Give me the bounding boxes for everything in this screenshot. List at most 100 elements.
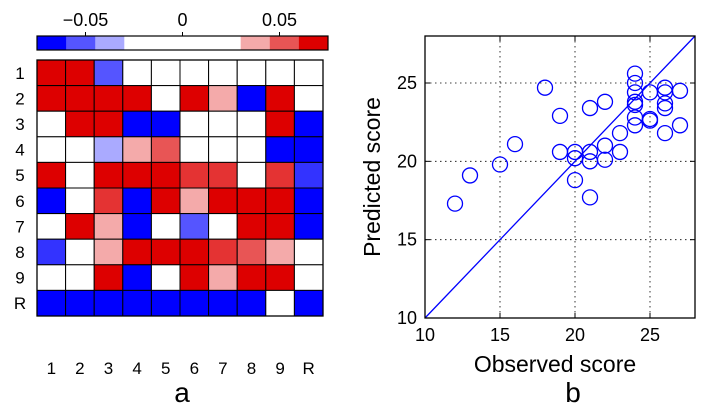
- heatmap-cell: [122, 213, 152, 240]
- heatmap-cell: [122, 85, 152, 112]
- heatmap-cell: [236, 59, 267, 87]
- heatmap-cell: [179, 136, 210, 163]
- heatmap-cell: [122, 161, 152, 189]
- heatmap-cell: [179, 289, 210, 317]
- colorbar-segment: [95, 36, 125, 50]
- heatmap-cell: [122, 136, 152, 163]
- heatmap-cell: [36, 110, 67, 138]
- scatter-point: [656, 124, 674, 142]
- heatmap-cell: [208, 213, 238, 240]
- heatmap-cell: [93, 264, 124, 291]
- scatter-point: [581, 99, 599, 117]
- heatmap-cell: [93, 238, 124, 266]
- heatmap-cell: [36, 289, 67, 317]
- heatmap-cell: [236, 85, 267, 112]
- heatmap-col-label: 4: [132, 359, 141, 378]
- heatmap-cell: [236, 110, 267, 138]
- scatter-point: [611, 143, 629, 161]
- heatmap-cell: [150, 136, 181, 163]
- heatmap-cell: [179, 59, 210, 87]
- heatmap-cell: [36, 161, 67, 189]
- heatmap-cell: [293, 289, 324, 317]
- heatmap-cell: [265, 213, 295, 240]
- x-axis-label: Observed score: [474, 351, 636, 377]
- heatmap-cell: [93, 110, 124, 138]
- heatmap-cell: [36, 59, 67, 87]
- heatmap-cell: [236, 264, 267, 291]
- heatmap-cell: [236, 161, 267, 189]
- heatmap-cell: [265, 85, 295, 112]
- heatmap-cell: [122, 289, 152, 317]
- x-tick-label: 10: [415, 325, 435, 345]
- y-tick-label: 10: [397, 308, 417, 328]
- heatmap-col-label: 3: [104, 359, 113, 378]
- colorbar-segment: [182, 36, 212, 50]
- scatter-point: [506, 135, 524, 153]
- heatmap-cell: [93, 289, 124, 317]
- heatmap-col-label: 7: [218, 359, 227, 378]
- heatmap-cell: [93, 213, 124, 240]
- scatter-point: [461, 167, 479, 184]
- heatmap-cell: [208, 161, 238, 189]
- heatmap-cell: [93, 85, 124, 112]
- heatmap-row-label: 8: [15, 243, 24, 262]
- heatmap-cell: [65, 110, 95, 138]
- heatmap-cell: [293, 213, 324, 240]
- heatmap-cell: [65, 213, 95, 240]
- scatter-point: [446, 195, 464, 212]
- heatmap-cell: [150, 238, 181, 266]
- heatmap-cell: [179, 85, 210, 112]
- heatmap-cell: [293, 85, 324, 112]
- scatter-point: [536, 79, 554, 96]
- y-tick-label: 25: [397, 73, 417, 93]
- y-axis-label: Predicted score: [359, 97, 385, 257]
- heatmap-cell: [122, 59, 152, 87]
- heatmap-row-label: 1: [15, 64, 24, 83]
- heatmap-cell: [236, 213, 267, 240]
- scatter-point: [551, 107, 569, 125]
- heatmap-cell: [65, 161, 95, 189]
- heatmap-frame: [36, 59, 324, 317]
- heatmap-cell: [208, 264, 238, 291]
- heatmap-cell: [208, 187, 238, 215]
- heatmap-cell: [36, 213, 67, 240]
- y-tick-label: 15: [397, 230, 417, 250]
- heatmap-cell: [293, 187, 324, 215]
- heatmap-col-label: 9: [275, 359, 284, 378]
- colorbar-segment: [269, 36, 300, 50]
- heatmap-cell: [293, 264, 324, 291]
- colorbar-segment: [153, 36, 183, 50]
- heatmap-cell: [93, 136, 124, 163]
- colorbar-tick-label: 0: [177, 10, 187, 30]
- heatmap-cell: [236, 238, 267, 266]
- scatter-point: [581, 143, 599, 161]
- heatmap-cell: [65, 59, 95, 87]
- heatmap-cell: [179, 213, 210, 240]
- heatmap-cell: [122, 110, 152, 138]
- heatmap-cell: [36, 187, 67, 215]
- heatmap-cell: [179, 110, 210, 138]
- plot-frame: [424, 35, 696, 319]
- scatter-point: [671, 82, 689, 99]
- heatmap-cell: [208, 59, 238, 87]
- scatter-point: [641, 110, 659, 128]
- scatter-point: [581, 189, 599, 206]
- panel-label-b: b: [565, 377, 581, 408]
- heatmap-col-label: R: [303, 359, 315, 378]
- heatmap-cell: [179, 238, 210, 266]
- heatmap-cell: [122, 187, 152, 215]
- colorbar-segment: [240, 36, 271, 50]
- x-tick-label: 15: [490, 325, 510, 345]
- heatmap-col-label: 6: [190, 359, 199, 378]
- heatmap-cell: [65, 238, 95, 266]
- heatmap-cell: [150, 289, 181, 317]
- heatmap-col-label: 5: [161, 359, 170, 378]
- colorbar-segment: [37, 36, 67, 50]
- panel-label-a: a: [174, 377, 190, 408]
- heatmap-cell: [179, 187, 210, 215]
- heatmap-cell: [122, 238, 152, 266]
- colorbar-segment: [66, 36, 96, 50]
- heatmap-cell: [65, 187, 95, 215]
